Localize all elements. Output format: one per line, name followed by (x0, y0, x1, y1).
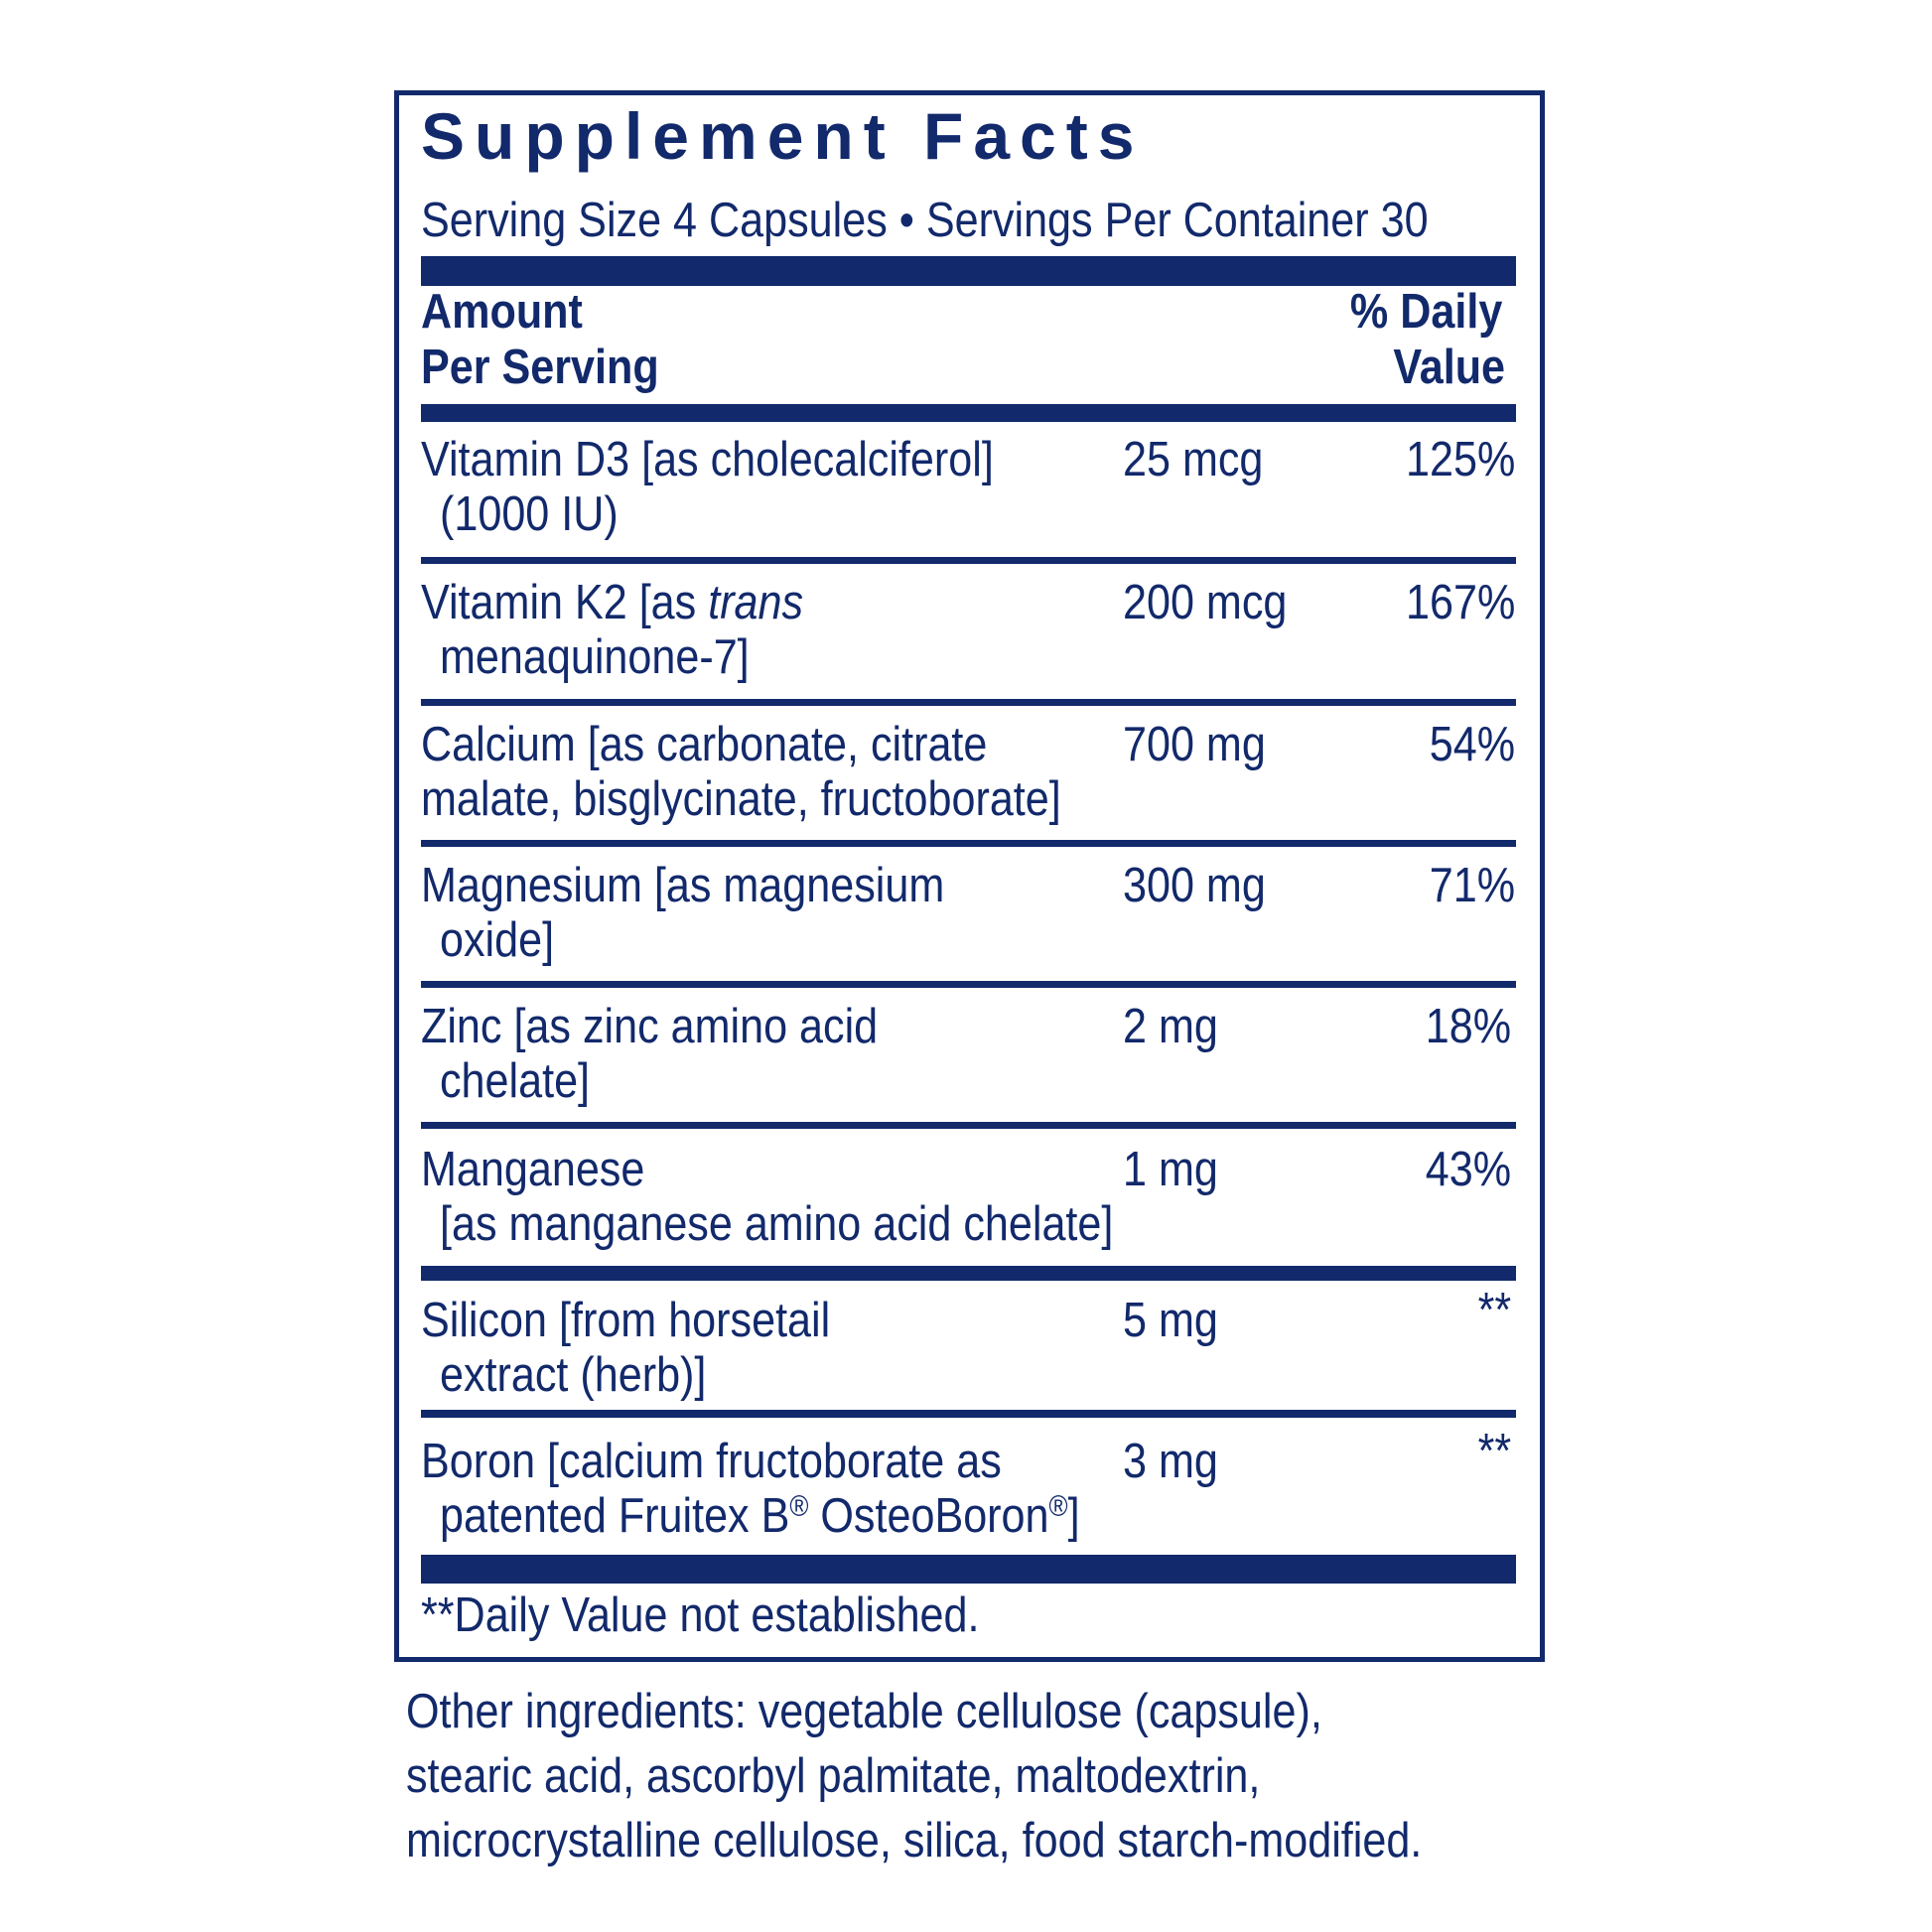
text-segment: malate, bisglycinate, fructoborate] (421, 772, 1061, 826)
text-segment: menaquinone-7] (440, 630, 750, 684)
footnote: **Daily Value not established. (421, 1588, 980, 1642)
nutrient-name: Calcium [as carbonate, citrate (421, 721, 987, 769)
nutrient-name: (1000 IU) (440, 490, 619, 539)
amount: 300 mg (1123, 859, 1266, 912)
thick-rule (421, 1555, 1516, 1584)
daily-value: 43% (1425, 1143, 1511, 1196)
nutrient-name: [as manganese amino acid chelate] (440, 1200, 1113, 1249)
nutrient-name: chelate] (440, 1057, 590, 1106)
amount: 700 mg (1123, 718, 1266, 771)
other-ingredients: microcrystalline cellulose, silica, food… (406, 1814, 1423, 1867)
rule (421, 1266, 1516, 1281)
amount: 5 mg (1123, 1294, 1218, 1347)
nutrient-name: Manganese (421, 1146, 644, 1194)
other-ingredients: stearic acid, ascorbyl palmitate, maltod… (406, 1749, 1261, 1803)
text-segment: Silicon [from horsetail (421, 1294, 831, 1347)
daily-value: 125% (1405, 433, 1515, 486)
text-segment: (1000 IU) (440, 487, 619, 541)
text-segment: trans (708, 576, 804, 629)
header-amount: Per Serving (421, 341, 659, 394)
text-segment: Vitamin D3 [as cholecalciferol] (421, 433, 994, 486)
daily-value: 18% (1425, 1000, 1511, 1053)
serving-info: Serving Size 4 Capsules • Servings Per C… (421, 194, 1429, 247)
header-amount: Amount (421, 285, 583, 339)
amount: 3 mg (1123, 1435, 1218, 1488)
amount: 1 mg (1123, 1143, 1218, 1196)
rule (421, 981, 1516, 988)
text-segment: Boron [calcium fructoborate as (421, 1435, 1002, 1488)
text-segment: Manganese (421, 1143, 645, 1196)
header-dv: Value (1393, 341, 1505, 394)
daily-value: 71% (1429, 859, 1515, 912)
nutrient-name: Zinc [as zinc amino acid (421, 1003, 878, 1051)
text-segment: [as manganese amino acid chelate] (440, 1197, 1114, 1251)
thick-rule (421, 256, 1516, 286)
nutrient-name: malate, bisglycinate, fructoborate] (421, 775, 1061, 824)
rule (421, 1410, 1516, 1418)
daily-value: ** (1477, 1425, 1511, 1478)
rule (421, 557, 1516, 564)
text-segment: Vitamin K2 [as (421, 576, 709, 629)
amount: 2 mg (1123, 1000, 1218, 1053)
facts-box (394, 90, 1545, 1662)
nutrient-name: oxide] (440, 916, 554, 965)
text-segment: Magnesium [as magnesium (421, 859, 945, 912)
text-segment: patented Fruitex B (440, 1489, 790, 1543)
text-segment: chelate] (440, 1054, 591, 1108)
daily-value: 54% (1429, 718, 1515, 771)
nutrient-name: Boron [calcium fructoborate as (421, 1438, 1002, 1486)
title: Supplement Facts (421, 99, 1145, 173)
rule (421, 840, 1516, 847)
rule (421, 699, 1516, 706)
text-segment: OsteoBoron (808, 1489, 1049, 1543)
nutrient-name: patented Fruitex B® OsteoBoron®] (440, 1492, 1080, 1541)
rule (421, 1122, 1516, 1129)
header-dv: % Daily (1349, 285, 1502, 339)
text-segment: Calcium [as carbonate, citrate (421, 718, 988, 771)
text-segment: oxide] (440, 913, 555, 967)
amount: 200 mcg (1123, 576, 1288, 629)
text-segment: ] (1067, 1489, 1080, 1543)
nutrient-name: Vitamin K2 [as trans (421, 579, 803, 627)
text-segment: ® (789, 1489, 809, 1523)
text-segment: Zinc [as zinc amino acid (421, 1000, 879, 1053)
nutrient-name: extract (herb)] (440, 1351, 706, 1400)
amount: 25 mcg (1123, 433, 1264, 486)
daily-value: 167% (1405, 576, 1515, 629)
daily-value: ** (1477, 1284, 1511, 1337)
rule (421, 404, 1516, 422)
text-segment: extract (herb)] (440, 1348, 707, 1402)
nutrient-name: Magnesium [as magnesium (421, 862, 944, 910)
other-ingredients: Other ingredients: vegetable cellulose (… (406, 1685, 1322, 1738)
text-segment: ® (1048, 1489, 1068, 1523)
nutrient-name: Vitamin D3 [as cholecalciferol] (421, 436, 994, 484)
nutrient-name: menaquinone-7] (440, 633, 750, 682)
nutrient-name: Silicon [from horsetail (421, 1297, 830, 1345)
